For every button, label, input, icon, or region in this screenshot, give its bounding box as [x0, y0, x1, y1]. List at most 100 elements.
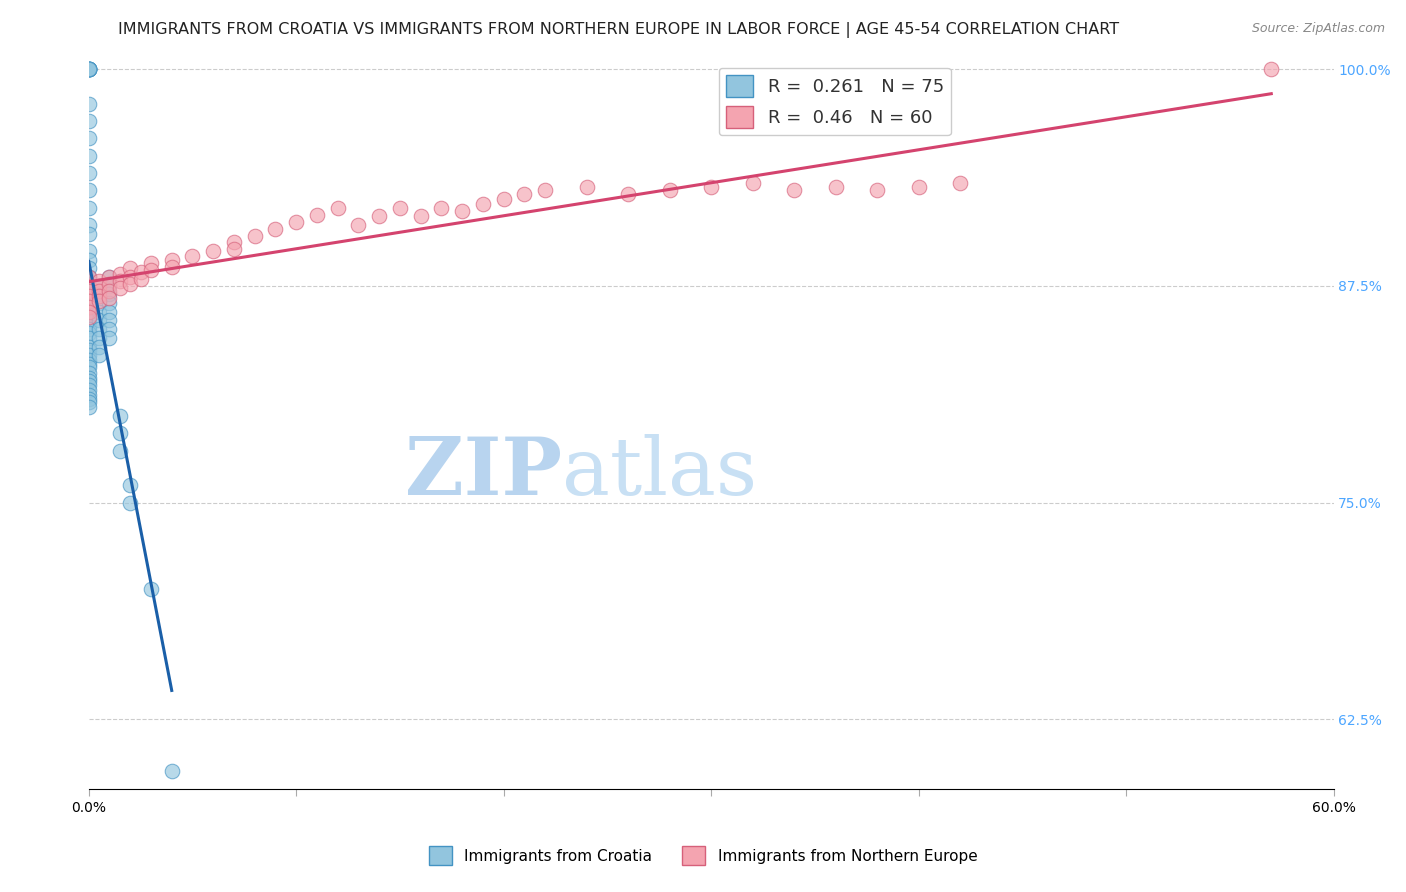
Point — [98, 284, 121, 298]
Point — [77, 62, 100, 76]
Point — [77, 227, 100, 241]
Point — [368, 210, 391, 224]
Point — [77, 294, 100, 309]
Point — [347, 218, 370, 232]
Point — [202, 244, 225, 259]
Point — [108, 409, 131, 423]
Point — [108, 267, 131, 281]
Point — [77, 62, 100, 76]
Point — [108, 280, 131, 294]
Point — [77, 218, 100, 232]
Point — [98, 331, 121, 345]
Point — [575, 180, 598, 194]
Point — [98, 277, 121, 291]
Point — [77, 278, 100, 293]
Point — [77, 284, 100, 298]
Point — [98, 296, 121, 310]
Point — [77, 261, 100, 276]
Point — [77, 357, 100, 371]
Point — [907, 180, 929, 194]
Point — [534, 183, 557, 197]
Point — [87, 274, 110, 288]
Point — [77, 62, 100, 76]
Point — [87, 289, 110, 303]
Point — [77, 166, 100, 180]
Point — [77, 383, 100, 397]
Point — [77, 252, 100, 267]
Point — [77, 401, 100, 415]
Point — [108, 426, 131, 441]
Point — [866, 183, 889, 197]
Point — [77, 300, 100, 314]
Point — [77, 289, 100, 303]
Point — [617, 186, 640, 201]
Point — [77, 280, 100, 294]
Point — [129, 265, 152, 279]
Point — [430, 201, 453, 215]
Point — [77, 301, 100, 316]
Point — [160, 260, 183, 274]
Text: ZIP: ZIP — [405, 434, 562, 512]
Point — [160, 764, 183, 779]
Point — [77, 96, 100, 111]
Point — [77, 310, 100, 324]
Point — [87, 322, 110, 336]
Point — [77, 131, 100, 145]
Point — [409, 210, 432, 224]
Text: atlas: atlas — [562, 434, 756, 512]
Point — [77, 284, 100, 298]
Point — [77, 348, 100, 362]
Legend: R =  0.261   N = 75, R =  0.46   N = 60: R = 0.261 N = 75, R = 0.46 N = 60 — [718, 68, 950, 136]
Point — [77, 62, 100, 76]
Point — [77, 62, 100, 76]
Point — [77, 339, 100, 353]
Point — [77, 287, 100, 301]
Point — [129, 272, 152, 286]
Point — [77, 305, 100, 319]
Point — [181, 249, 204, 263]
Point — [98, 322, 121, 336]
Point — [305, 208, 328, 222]
Point — [1260, 62, 1282, 76]
Point — [160, 252, 183, 267]
Point — [87, 331, 110, 345]
Point — [87, 339, 110, 353]
Point — [120, 270, 142, 285]
Point — [77, 370, 100, 384]
Point — [77, 343, 100, 357]
Point — [513, 186, 536, 201]
Point — [87, 296, 110, 310]
Point — [77, 377, 100, 392]
Point — [77, 149, 100, 163]
Point — [120, 261, 142, 276]
Point — [77, 392, 100, 406]
Point — [77, 360, 100, 375]
Point — [949, 177, 972, 191]
Point — [77, 374, 100, 388]
Point — [87, 278, 110, 293]
Point — [492, 192, 515, 206]
Point — [120, 495, 142, 509]
Point — [471, 197, 494, 211]
Point — [87, 313, 110, 327]
Point — [388, 201, 411, 215]
Point — [824, 180, 846, 194]
Point — [108, 443, 131, 458]
Point — [77, 331, 100, 345]
Point — [139, 263, 162, 277]
Point — [139, 582, 162, 597]
Point — [326, 201, 349, 215]
Point — [77, 62, 100, 76]
Text: IMMIGRANTS FROM CROATIA VS IMMIGRANTS FROM NORTHERN EUROPE IN LABOR FORCE | AGE : IMMIGRANTS FROM CROATIA VS IMMIGRANTS FR… — [118, 22, 1119, 38]
Point — [77, 318, 100, 333]
Point — [98, 270, 121, 285]
Point — [77, 326, 100, 340]
Point — [77, 183, 100, 197]
Legend: Immigrants from Croatia, Immigrants from Northern Europe: Immigrants from Croatia, Immigrants from… — [423, 840, 983, 871]
Point — [87, 294, 110, 309]
Point — [700, 180, 723, 194]
Point — [87, 305, 110, 319]
Point — [741, 177, 763, 191]
Point — [87, 287, 110, 301]
Point — [87, 284, 110, 298]
